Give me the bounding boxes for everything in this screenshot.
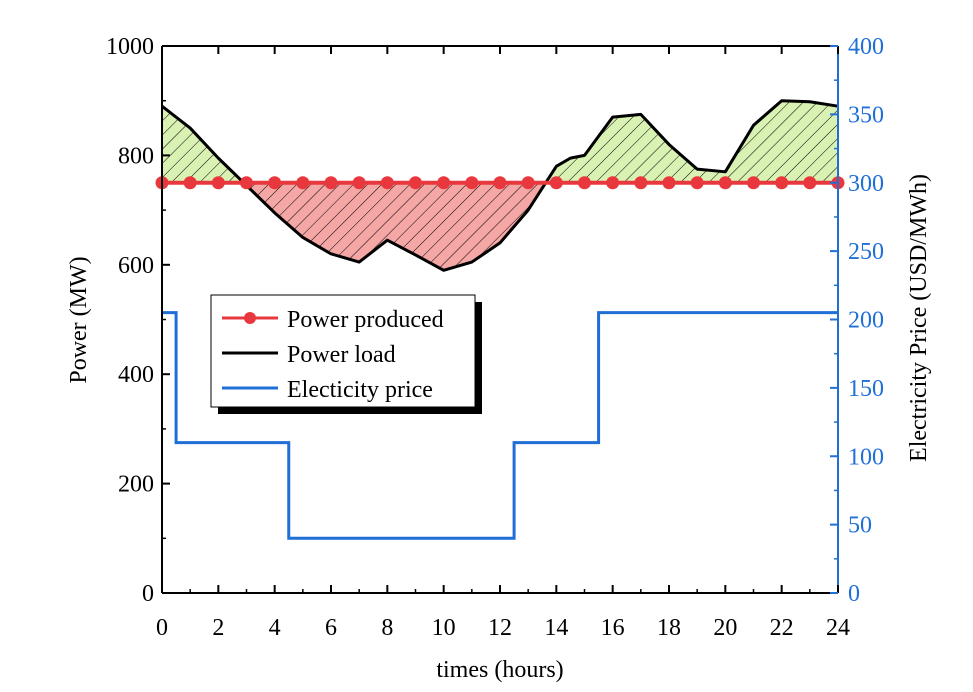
- produced-point-1: [183, 176, 197, 190]
- produced-point-8: [380, 176, 394, 190]
- produced-point-22: [775, 176, 789, 190]
- y2-tick-label-4: 200: [848, 308, 884, 334]
- x-tick-label-2: 4: [269, 615, 281, 641]
- produced-point-6: [324, 176, 338, 190]
- y-tick-label-5: 1000: [106, 34, 154, 60]
- y-tick-label-3: 600: [118, 253, 154, 279]
- produced-point-13: [521, 176, 535, 190]
- y-tick-label-4: 800: [118, 143, 154, 169]
- price-line: [162, 311, 838, 540]
- x-tick-label-7: 14: [544, 615, 568, 641]
- x-axis-title: times (hours): [436, 657, 563, 683]
- legend-label-load: Power load: [287, 342, 396, 368]
- x-tick-label-8: 16: [601, 615, 625, 641]
- x-tick-label-10: 20: [713, 615, 737, 641]
- y2-tick-label-1: 50: [848, 513, 872, 539]
- deficit-hatch-1: [243, 182, 546, 271]
- produced-point-3: [240, 176, 253, 190]
- y-axis-title: Power (MW): [66, 256, 92, 383]
- x-tick-label-12: 24: [826, 615, 850, 641]
- y2-tick-label-6: 300: [848, 171, 884, 197]
- produced-point-9: [409, 176, 422, 190]
- x-tick-label-4: 8: [381, 615, 393, 641]
- legend-label-produced: Power produced: [287, 307, 444, 333]
- y2-tick-label-0: 0: [848, 581, 860, 607]
- y2-tick-label-7: 350: [848, 102, 884, 128]
- produced-point-2: [211, 176, 225, 190]
- produced-point-10: [437, 176, 451, 190]
- y-tick-label-0: 0: [142, 581, 154, 607]
- produced-point-7: [352, 176, 366, 190]
- load-line: [161, 99, 839, 272]
- x-tick-label-3: 6: [325, 615, 337, 641]
- produced-point-17: [634, 176, 648, 190]
- axes: 0 2 4 6 8 10 12 14 16 18 20 22 240200400600800100005…: [106, 34, 884, 641]
- legend-marker-produced: [244, 312, 256, 324]
- produced-point-23: [803, 176, 817, 190]
- surplus-hatch-2: [545, 100, 838, 183]
- x-tick-label-1: 2: [212, 615, 224, 641]
- produced-point-14: [549, 176, 563, 190]
- x-tick-label-6: 12: [488, 615, 512, 641]
- fill-areas: [162, 100, 838, 271]
- produced-point-21: [747, 176, 760, 190]
- y-tick-label-2: 400: [118, 362, 154, 388]
- x-tick-label-11: 22: [770, 615, 794, 641]
- produced-point-4: [268, 176, 282, 190]
- y2-axis-title: Electricity Price (USD/MWh): [906, 174, 932, 462]
- x-tick-label-0: 0: [156, 615, 168, 641]
- produced-point-19: [690, 176, 704, 190]
- y2-tick-label-3: 150: [848, 376, 884, 402]
- produced-point-5: [296, 176, 310, 190]
- y2-tick-label-8: 400: [848, 34, 884, 60]
- produced-point-11: [465, 176, 479, 190]
- y-tick-label-1: 200: [118, 472, 154, 498]
- legend-label-price: Electicity price: [287, 377, 433, 403]
- x-tick-label-5: 10: [432, 615, 456, 641]
- produced-point-16: [606, 176, 620, 190]
- produced-point-15: [578, 176, 591, 190]
- y2-tick-label-5: 250: [848, 239, 884, 265]
- produced-point-12: [493, 176, 507, 190]
- legend: Power produced Power load Electicity pri…: [210, 294, 482, 414]
- x-tick-label-9: 18: [657, 615, 681, 641]
- produced-point-20: [718, 176, 732, 190]
- y2-tick-label-2: 100: [848, 444, 884, 470]
- produced-point-18: [662, 176, 676, 190]
